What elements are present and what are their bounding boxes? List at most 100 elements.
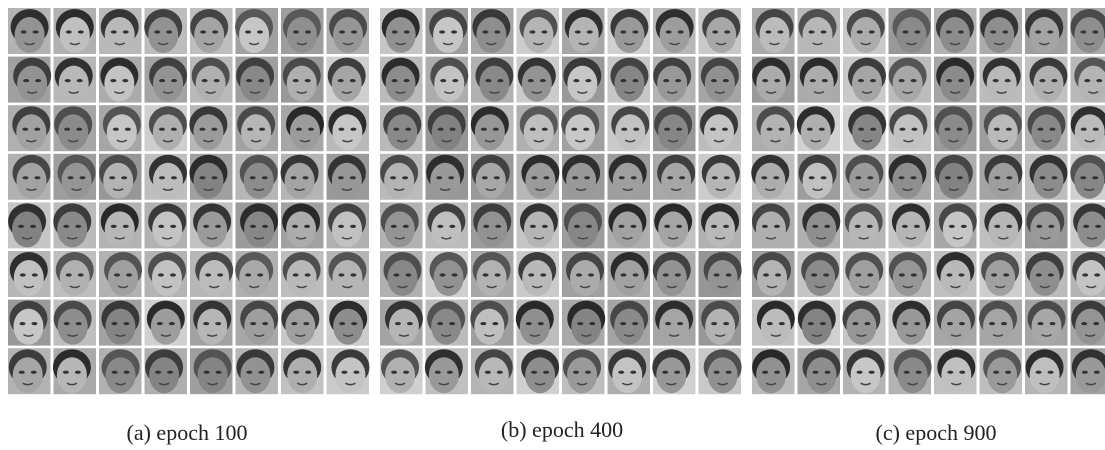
eye	[573, 224, 580, 228]
mouth	[769, 42, 780, 46]
face-tile	[53, 202, 96, 249]
face	[940, 308, 971, 345]
eye	[402, 224, 409, 228]
face	[892, 162, 923, 199]
mouth	[295, 236, 307, 240]
face-tile	[1070, 153, 1105, 200]
eye	[725, 273, 732, 277]
face-tile	[424, 348, 468, 395]
face	[614, 17, 645, 53]
eye	[989, 322, 996, 326]
face-tile	[380, 8, 423, 54]
mouth	[906, 42, 917, 46]
eye	[664, 224, 671, 228]
face	[614, 65, 645, 102]
face-tile	[144, 348, 187, 395]
face	[58, 65, 89, 102]
mouth	[158, 382, 170, 386]
eye	[1037, 322, 1044, 326]
eye	[1084, 79, 1091, 83]
face-tile	[842, 299, 886, 346]
mouth	[26, 90, 38, 94]
eye	[20, 30, 27, 34]
mouth	[812, 42, 823, 46]
eye	[437, 224, 444, 228]
eye	[449, 322, 456, 326]
face	[942, 211, 973, 248]
face	[241, 114, 272, 151]
mouth	[531, 90, 543, 94]
eye	[1093, 370, 1100, 374]
eye	[990, 30, 997, 34]
eye	[293, 370, 300, 374]
mouth	[531, 285, 543, 289]
face	[522, 260, 553, 296]
mouth	[1039, 236, 1051, 240]
eye	[773, 224, 780, 228]
eye	[765, 30, 772, 34]
eye	[1080, 30, 1087, 34]
face	[12, 357, 43, 394]
eye	[1094, 273, 1101, 277]
face	[16, 114, 47, 151]
eye	[993, 127, 1000, 131]
face-tile	[843, 105, 887, 152]
face-tile	[516, 56, 559, 103]
face-tile	[561, 105, 605, 152]
mouth	[622, 188, 634, 192]
face-tile	[235, 8, 278, 54]
eye	[405, 273, 412, 277]
face-tile	[53, 105, 96, 152]
face	[244, 211, 275, 248]
face	[849, 260, 880, 296]
eye	[1083, 224, 1090, 228]
face-tile	[326, 202, 369, 249]
mouth	[579, 285, 591, 289]
mouth	[253, 188, 265, 192]
face	[56, 357, 87, 394]
face	[13, 308, 44, 345]
face-tile	[1025, 299, 1068, 346]
eye	[632, 273, 639, 277]
eye	[350, 224, 357, 228]
eye	[991, 273, 998, 277]
face-tile	[380, 202, 423, 249]
eye	[621, 127, 628, 131]
face-tile	[843, 251, 886, 297]
eye	[245, 273, 252, 277]
eye	[247, 127, 254, 131]
eye	[994, 176, 1001, 180]
face-tile	[326, 8, 369, 54]
eye	[338, 273, 345, 277]
face	[17, 65, 48, 102]
eye	[65, 273, 72, 277]
face-tile	[1070, 299, 1105, 346]
face	[659, 17, 690, 53]
face	[760, 114, 791, 151]
eye	[449, 224, 456, 228]
face-tile	[144, 202, 187, 249]
face-tile	[380, 105, 423, 152]
eye	[349, 176, 356, 180]
face	[755, 211, 786, 248]
eye	[586, 30, 593, 34]
face	[193, 114, 224, 151]
mouth	[905, 333, 917, 337]
eye	[304, 79, 311, 83]
mouth	[952, 236, 964, 240]
eye	[773, 176, 780, 180]
eye	[867, 273, 874, 277]
face	[150, 308, 181, 345]
face-tile	[53, 56, 96, 103]
mouth	[812, 188, 823, 192]
eye	[898, 273, 905, 277]
mouth	[113, 90, 125, 94]
face	[525, 357, 556, 394]
mouth	[24, 42, 36, 46]
eye	[662, 273, 669, 277]
eye	[403, 370, 410, 374]
face	[431, 114, 462, 151]
face-tile	[607, 348, 650, 395]
mouth	[948, 139, 959, 143]
face	[802, 162, 833, 199]
